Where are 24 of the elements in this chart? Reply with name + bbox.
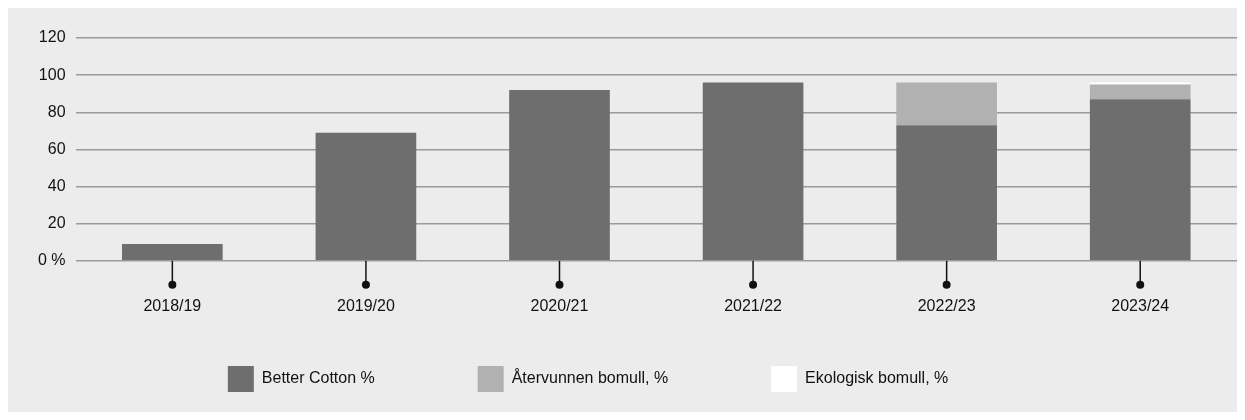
bar xyxy=(896,82,997,126)
y-tick-label: 100 xyxy=(38,65,66,83)
bar xyxy=(1089,84,1191,100)
bar xyxy=(122,244,223,261)
y-tick-label: 60 xyxy=(47,139,66,157)
bar xyxy=(896,125,997,261)
x-tick-label: 2023/24 xyxy=(1111,296,1170,314)
x-tick-label: 2020/21 xyxy=(530,296,589,314)
legend-label: Better Cotton % xyxy=(261,369,464,387)
bar xyxy=(509,89,610,261)
bar xyxy=(1089,99,1191,261)
x-tick-label: 2019/20 xyxy=(337,296,395,314)
legend-label: Återvunnen bomull, % xyxy=(511,368,758,387)
y-tick-label: 120 xyxy=(38,28,66,46)
x-tick-label: 2021/22 xyxy=(724,296,783,314)
x-tick-label: 2018/19 xyxy=(143,296,202,314)
y-tick-label: 0 % xyxy=(37,251,66,269)
y-tick-label: 40 xyxy=(47,176,66,194)
bar xyxy=(315,132,417,261)
legend-label: Ekologisk bomull, % xyxy=(805,369,1038,387)
bar xyxy=(702,82,804,261)
x-tick-label: 2022/23 xyxy=(917,296,976,314)
y-tick-label: 80 xyxy=(47,102,66,120)
y-tick-label: 20 xyxy=(47,214,66,232)
